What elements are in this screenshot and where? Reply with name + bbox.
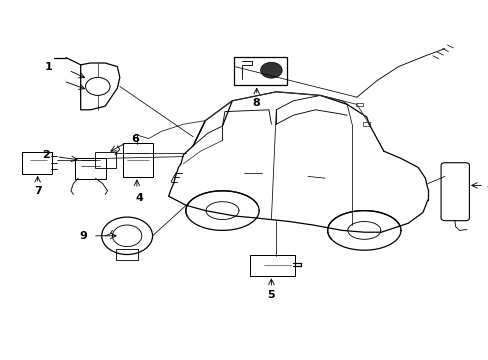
Text: 9: 9 bbox=[79, 231, 87, 241]
Circle shape bbox=[260, 62, 282, 78]
Bar bbox=[355, 103, 362, 106]
Bar bbox=[362, 122, 369, 126]
Text: 1: 1 bbox=[45, 62, 53, 72]
Text: 4: 4 bbox=[135, 193, 143, 203]
Text: 8: 8 bbox=[252, 98, 260, 108]
Text: 3: 3 bbox=[486, 180, 488, 190]
Text: 6: 6 bbox=[131, 134, 139, 144]
Text: 7: 7 bbox=[34, 186, 41, 196]
Text: 5: 5 bbox=[267, 290, 275, 300]
Text: 2: 2 bbox=[42, 150, 50, 160]
